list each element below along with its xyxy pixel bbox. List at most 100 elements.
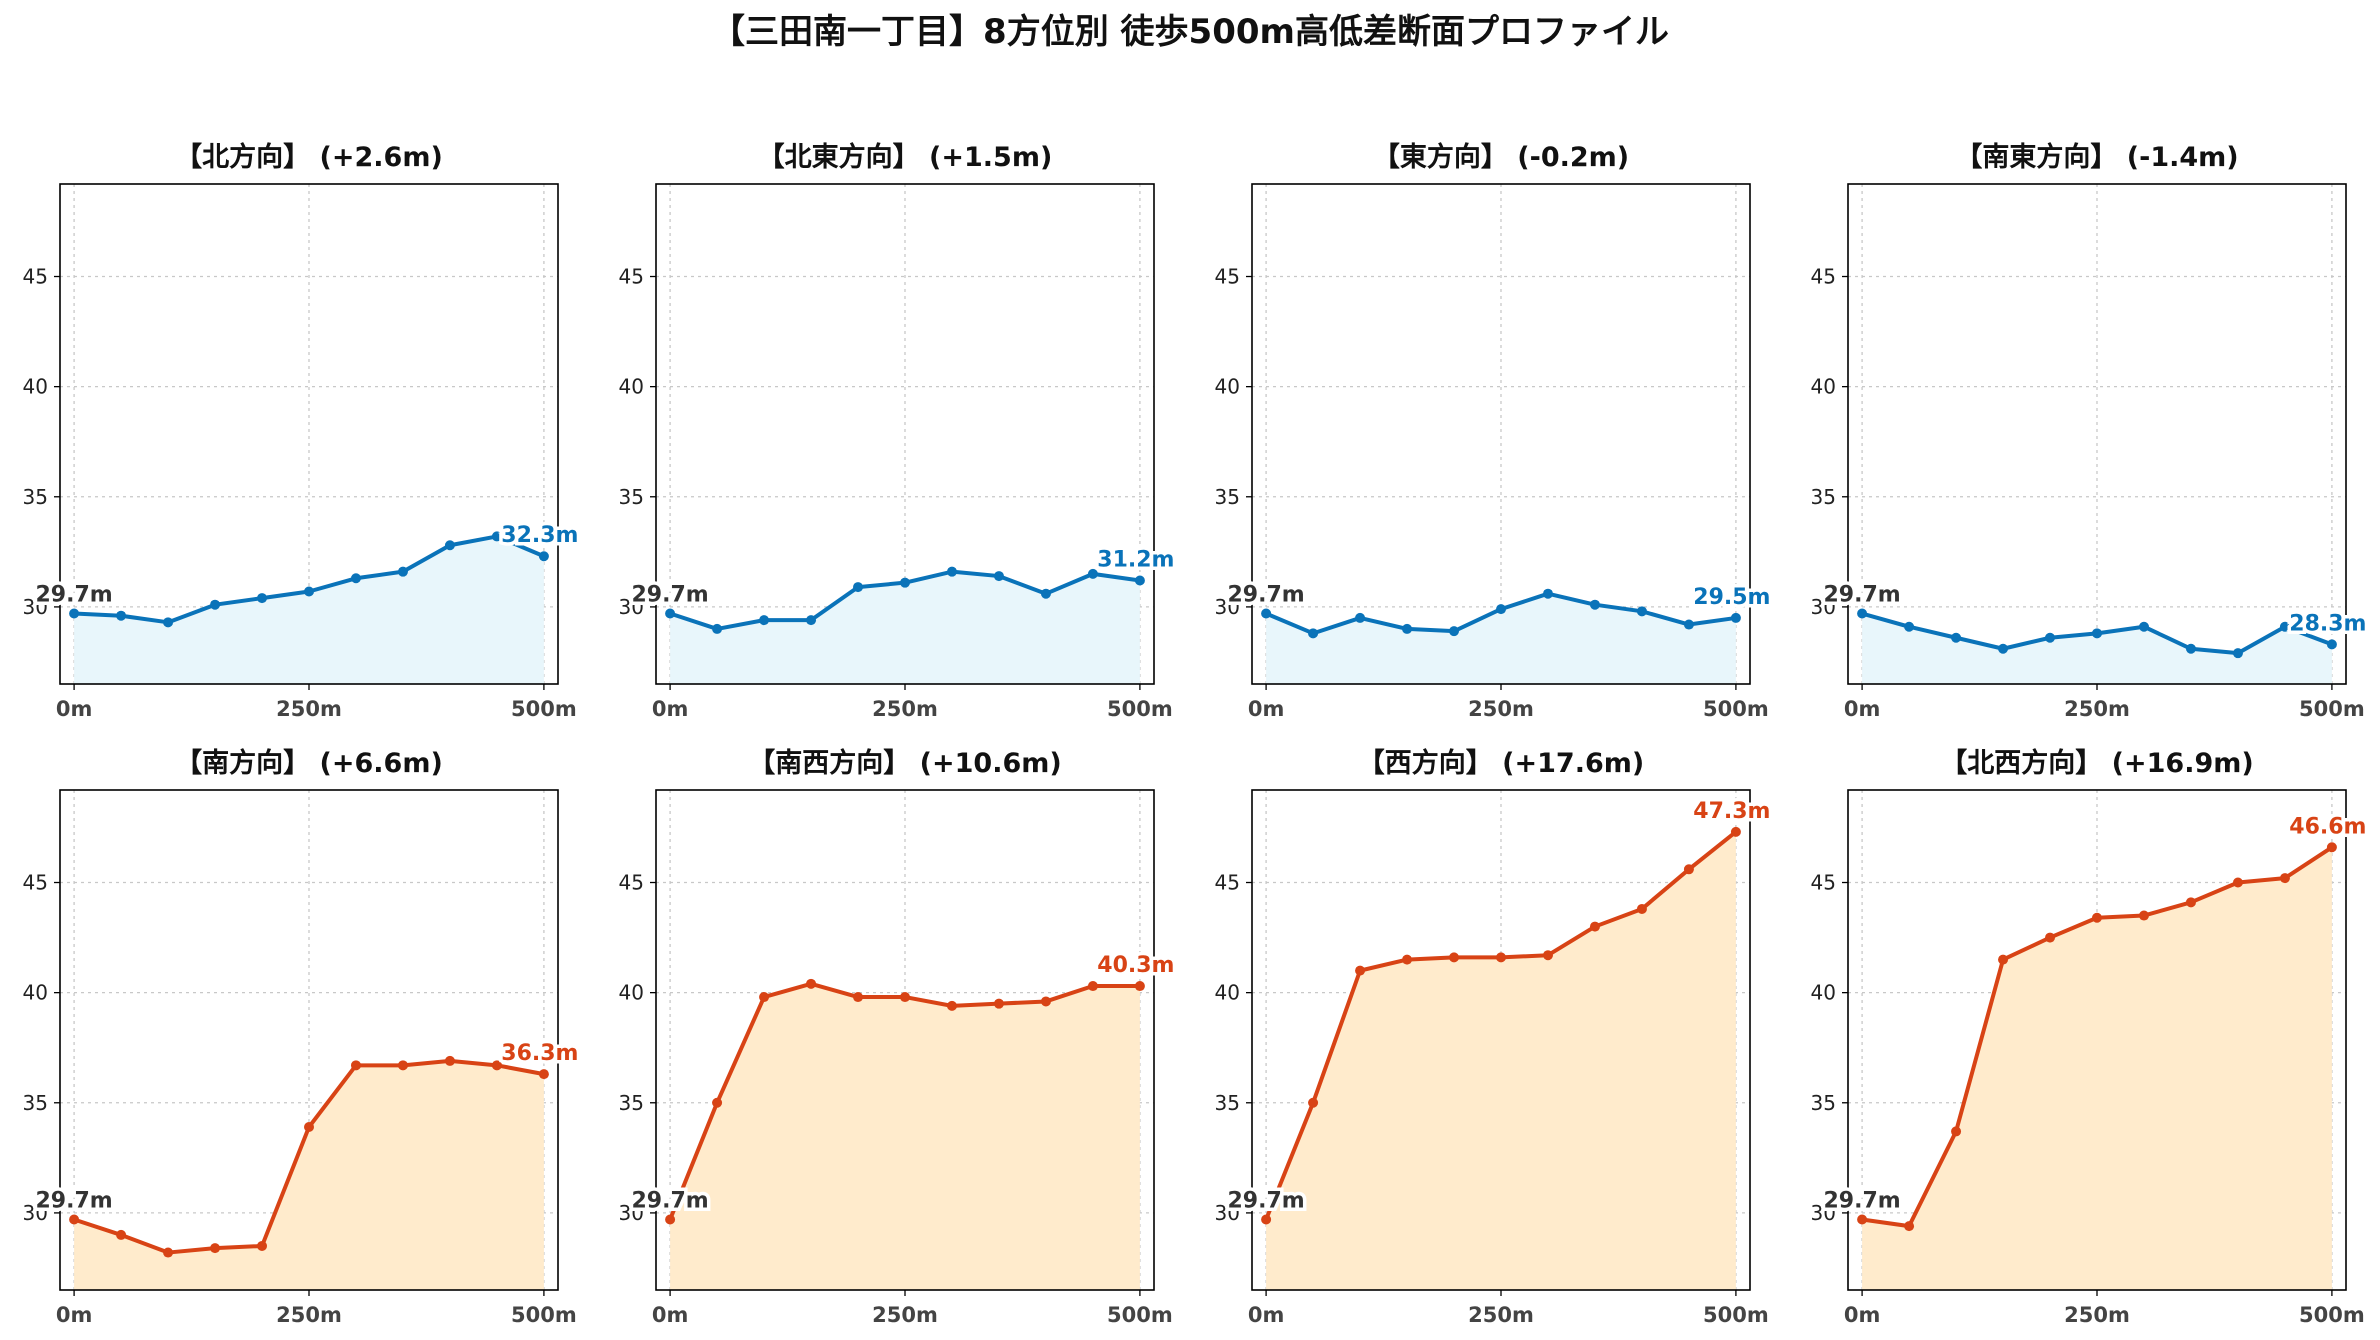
data-point: [69, 608, 80, 619]
elevation-area: [670, 983, 1140, 1290]
data-point: [2045, 932, 2056, 943]
x-tick-label: 250m: [872, 1303, 938, 1327]
data-point: [1449, 626, 1460, 637]
x-tick-label: 250m: [276, 697, 342, 721]
elevation-area: [1862, 613, 2332, 684]
data-point: [759, 615, 770, 626]
data-point: [444, 540, 455, 551]
start-elevation-label: 29.7m: [631, 1189, 708, 1214]
y-tick-label: 40: [1215, 981, 1240, 1005]
data-point: [665, 608, 676, 619]
y-tick-label: 45: [619, 265, 644, 289]
data-point: [116, 610, 127, 621]
elevation-area: [670, 571, 1140, 684]
chart-title: 【南東方向】 (-1.4m): [1955, 141, 2238, 173]
data-point: [1636, 606, 1647, 617]
data-point: [2326, 639, 2337, 650]
data-point: [1134, 575, 1145, 586]
y-tick-label: 35: [23, 1091, 48, 1115]
chart-title: 【北西方向】 (+16.9m): [1940, 747, 2253, 779]
data-point: [538, 551, 549, 562]
chart-panel: 【南西方向】 (+10.6m) 30 35 40 45 0m 250m 500m 29.7m 40…: [619, 747, 1178, 1327]
data-point: [163, 617, 174, 628]
end-elevation-label: 40.3m: [1097, 953, 1174, 978]
start-elevation-label: 29.7m: [35, 583, 112, 608]
figure-title: 【三田南一丁目】8方位別 徒歩500m高低差断面プロファイル: [711, 12, 1669, 52]
data-point: [712, 623, 723, 634]
data-point: [1308, 1097, 1319, 1108]
data-point: [946, 1000, 957, 1011]
x-tick-label: 500m: [511, 1303, 577, 1327]
x-tick-label: 500m: [1107, 697, 1173, 721]
y-tick-label: 30: [23, 1201, 48, 1225]
data-point: [1308, 628, 1319, 639]
data-point: [1087, 568, 1098, 579]
start-elevation-label: 29.7m: [1823, 583, 1900, 608]
data-point: [210, 599, 221, 610]
data-point: [1449, 952, 1460, 963]
data-point: [491, 531, 502, 542]
x-tick-label: 250m: [2064, 697, 2130, 721]
start-elevation-label: 29.7m: [35, 1189, 112, 1214]
data-point: [2092, 628, 2102, 639]
start-elevation-label: 29.7m: [631, 583, 708, 608]
data-point: [946, 566, 957, 577]
data-point: [397, 1060, 408, 1071]
y-tick-label: 40: [23, 981, 48, 1005]
data-point: [2092, 912, 2102, 923]
start-elevation-label: 29.7m: [1227, 1189, 1304, 1214]
data-point: [491, 1060, 502, 1071]
chart-panel: 【東方向】 (-0.2m) 30 35 40 45 0m 250m 500m 29.7m 29.5…: [1215, 141, 1774, 721]
y-tick-label: 45: [1811, 265, 1836, 289]
data-point: [2138, 910, 2149, 921]
chart-panel: 【南東方向】 (-1.4m) 30 35 40 45 0m 250m 500m 29.7m 28.…: [1811, 141, 2370, 721]
data-point: [1542, 588, 1553, 599]
y-tick-label: 40: [23, 375, 48, 399]
y-tick-label: 35: [1811, 1091, 1836, 1115]
x-tick-label: 250m: [1468, 1303, 1534, 1327]
data-point: [257, 593, 268, 604]
chart-panel: 【南方向】 (+6.6m) 30 35 40 45 0m 250m 500m 29.7m 36.3…: [23, 747, 582, 1327]
chart-title: 【北東方向】 (+1.5m): [758, 141, 1053, 173]
data-point: [444, 1055, 455, 1066]
data-point: [2232, 877, 2243, 888]
data-point: [853, 582, 864, 593]
data-point: [1261, 608, 1272, 619]
x-tick-label: 0m: [1248, 697, 1285, 721]
chart-title: 【南西方向】 (+10.6m): [748, 747, 1061, 779]
data-point: [853, 992, 864, 1003]
chart-panel: 【北方向】 (+2.6m) 30 35 40 45 0m 250m 500m 29.7m 32.3…: [23, 141, 582, 721]
x-tick-label: 0m: [1248, 1303, 1285, 1327]
end-elevation-label: 28.3m: [2289, 611, 2366, 636]
y-tick-label: 30: [1811, 595, 1836, 619]
y-tick-label: 45: [619, 871, 644, 895]
data-point: [1355, 965, 1366, 976]
y-tick-label: 30: [1215, 595, 1240, 619]
data-point: [1857, 608, 1868, 619]
y-tick-label: 40: [619, 981, 644, 1005]
data-point: [1998, 643, 2009, 654]
end-elevation-label: 46.6m: [2289, 814, 2366, 839]
data-point: [993, 998, 1004, 1009]
elevation-area: [74, 536, 544, 684]
data-point: [2185, 897, 2196, 908]
data-point: [1040, 996, 1051, 1007]
data-point: [2326, 842, 2337, 853]
x-tick-label: 500m: [1107, 1303, 1173, 1327]
data-point: [1542, 950, 1553, 961]
data-point: [1402, 954, 1413, 965]
x-tick-label: 250m: [276, 1303, 342, 1327]
data-point: [806, 615, 817, 626]
chart-title: 【西方向】 (+17.6m): [1358, 747, 1644, 779]
y-tick-label: 35: [1811, 485, 1836, 509]
data-point: [163, 1247, 174, 1258]
x-tick-label: 250m: [2064, 1303, 2130, 1327]
data-point: [69, 1214, 80, 1225]
data-point: [1636, 903, 1647, 914]
x-tick-label: 500m: [511, 697, 577, 721]
y-tick-label: 45: [1215, 265, 1240, 289]
plot-frame: [1847, 183, 2347, 685]
x-tick-label: 0m: [56, 1303, 93, 1327]
data-point: [397, 566, 408, 577]
elevation-area: [1266, 593, 1736, 684]
